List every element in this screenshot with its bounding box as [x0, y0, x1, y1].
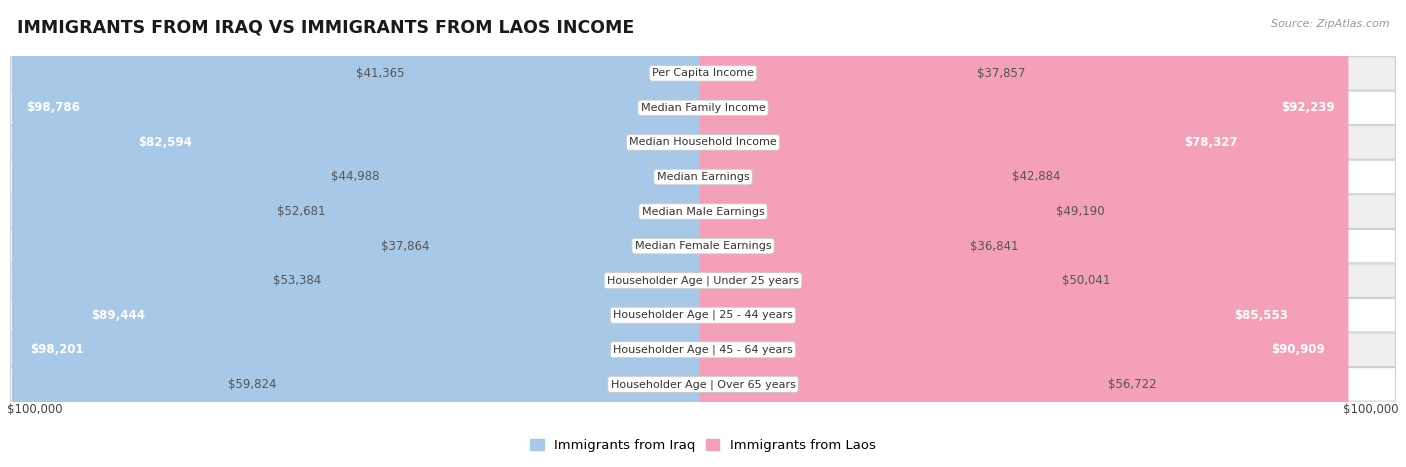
FancyBboxPatch shape: [10, 298, 1396, 332]
Text: $50,041: $50,041: [1062, 274, 1111, 287]
FancyBboxPatch shape: [10, 91, 1396, 125]
FancyBboxPatch shape: [700, 0, 970, 467]
Text: $89,444: $89,444: [91, 309, 145, 322]
Text: $100,000: $100,000: [7, 403, 63, 416]
Text: Median Earnings: Median Earnings: [657, 172, 749, 182]
FancyBboxPatch shape: [436, 0, 706, 467]
FancyBboxPatch shape: [10, 264, 1396, 297]
Text: Householder Age | 25 - 44 years: Householder Age | 25 - 44 years: [613, 310, 793, 320]
FancyBboxPatch shape: [700, 0, 963, 467]
FancyBboxPatch shape: [700, 0, 1005, 467]
FancyBboxPatch shape: [412, 0, 706, 467]
FancyBboxPatch shape: [333, 0, 706, 467]
Text: Median Male Earnings: Median Male Earnings: [641, 206, 765, 217]
Text: Householder Age | Over 65 years: Householder Age | Over 65 years: [610, 379, 796, 389]
Text: $42,884: $42,884: [1012, 170, 1060, 184]
FancyBboxPatch shape: [10, 160, 1396, 194]
Text: $36,841: $36,841: [970, 240, 1018, 253]
Text: Householder Age | 45 - 64 years: Householder Age | 45 - 64 years: [613, 345, 793, 355]
FancyBboxPatch shape: [283, 0, 706, 467]
Text: $59,824: $59,824: [228, 378, 276, 391]
Text: $53,384: $53,384: [273, 274, 321, 287]
FancyBboxPatch shape: [387, 0, 706, 467]
FancyBboxPatch shape: [10, 333, 1396, 367]
FancyBboxPatch shape: [700, 0, 1049, 467]
Legend: Immigrants from Iraq, Immigrants from Laos: Immigrants from Iraq, Immigrants from La…: [524, 434, 882, 457]
FancyBboxPatch shape: [10, 368, 1396, 401]
FancyBboxPatch shape: [700, 0, 1348, 467]
FancyBboxPatch shape: [10, 57, 1396, 90]
FancyBboxPatch shape: [77, 0, 706, 467]
FancyBboxPatch shape: [15, 0, 706, 467]
Text: $82,594: $82,594: [139, 136, 193, 149]
Text: $90,909: $90,909: [1271, 343, 1326, 356]
FancyBboxPatch shape: [700, 0, 1101, 467]
Text: IMMIGRANTS FROM IRAQ VS IMMIGRANTS FROM LAOS INCOME: IMMIGRANTS FROM IRAQ VS IMMIGRANTS FROM …: [17, 19, 634, 37]
Text: Median Family Income: Median Family Income: [641, 103, 765, 113]
FancyBboxPatch shape: [328, 0, 706, 467]
Text: Source: ZipAtlas.com: Source: ZipAtlas.com: [1271, 19, 1389, 28]
Text: Median Female Earnings: Median Female Earnings: [634, 241, 772, 251]
Text: Median Household Income: Median Household Income: [628, 137, 778, 148]
Text: $52,681: $52,681: [277, 205, 326, 218]
FancyBboxPatch shape: [10, 229, 1396, 263]
Text: $56,722: $56,722: [1108, 378, 1157, 391]
Text: Per Capita Income: Per Capita Income: [652, 68, 754, 78]
Text: $44,988: $44,988: [330, 170, 380, 184]
FancyBboxPatch shape: [700, 0, 1054, 467]
FancyBboxPatch shape: [700, 0, 1251, 467]
FancyBboxPatch shape: [700, 0, 1302, 467]
FancyBboxPatch shape: [13, 0, 706, 467]
Text: $98,786: $98,786: [25, 101, 80, 114]
Text: $92,239: $92,239: [1281, 101, 1334, 114]
Text: $85,553: $85,553: [1234, 309, 1288, 322]
FancyBboxPatch shape: [700, 0, 1339, 467]
Text: $49,190: $49,190: [1056, 205, 1104, 218]
Text: Householder Age | Under 25 years: Householder Age | Under 25 years: [607, 276, 799, 286]
Text: $78,327: $78,327: [1184, 136, 1237, 149]
FancyBboxPatch shape: [10, 126, 1396, 159]
Text: $100,000: $100,000: [1343, 403, 1399, 416]
Text: $98,201: $98,201: [30, 343, 83, 356]
FancyBboxPatch shape: [125, 0, 706, 467]
Text: $41,365: $41,365: [356, 67, 405, 80]
Text: $37,864: $37,864: [381, 240, 429, 253]
Text: $37,857: $37,857: [977, 67, 1025, 80]
FancyBboxPatch shape: [10, 195, 1396, 228]
